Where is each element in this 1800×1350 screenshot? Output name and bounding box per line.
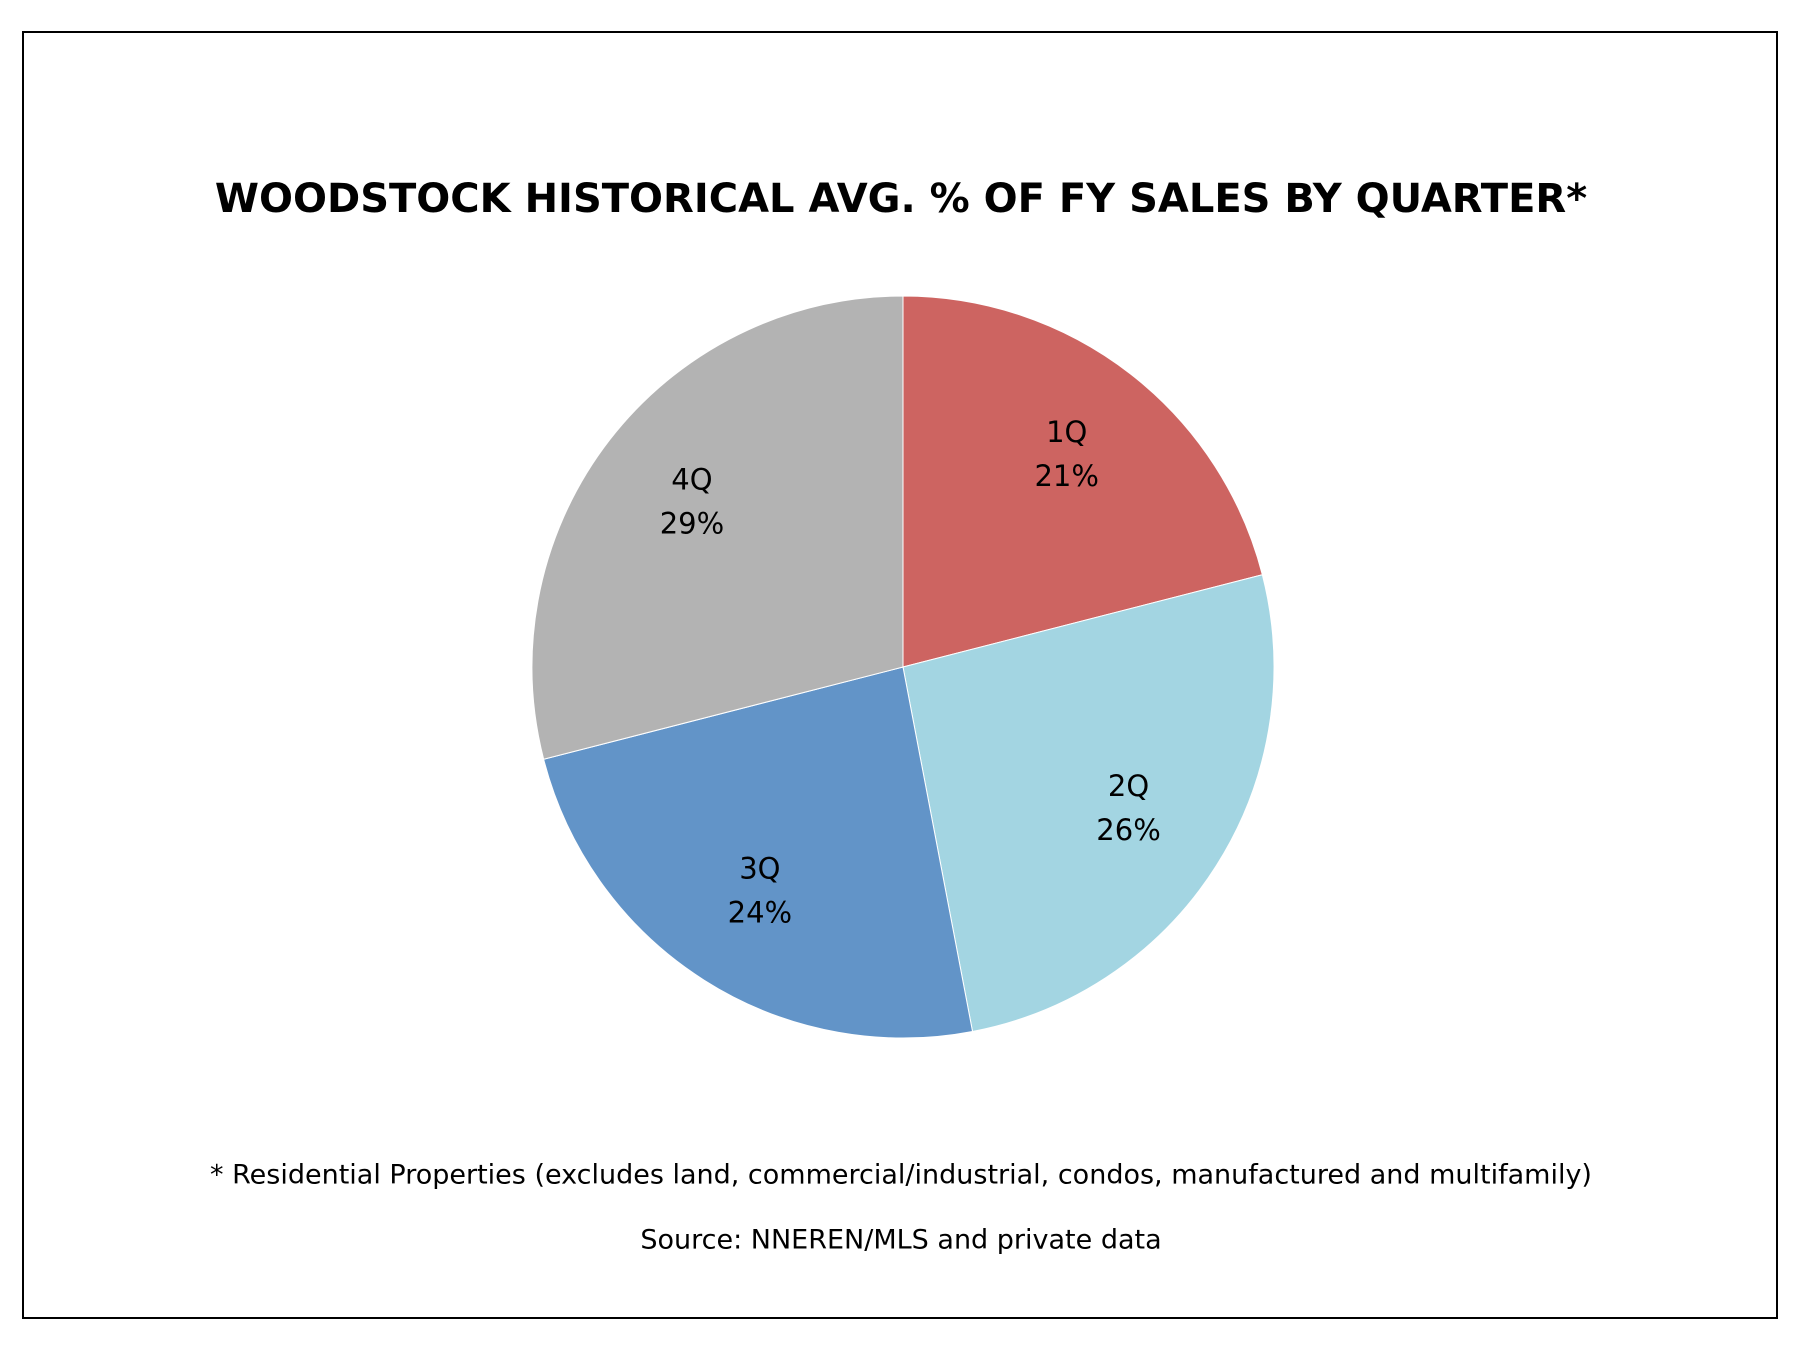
slice-value-label: 24%: [728, 896, 792, 930]
slice-value-label: 29%: [660, 506, 724, 540]
slice-category: 4Q: [671, 462, 712, 496]
pie-slice: [543, 666, 974, 1039]
slice-category: 1Q: [1046, 415, 1087, 449]
pie-slice: [902, 295, 1263, 668]
slice-category: 3Q: [739, 852, 780, 886]
slice-value-label: 21%: [1034, 459, 1098, 493]
source: Source: NNEREN/MLS and private data: [640, 1225, 1161, 1256]
slice-category: 2Q: [1108, 769, 1149, 803]
footnote: * Residential Properties (excludes land,…: [210, 1160, 1592, 1191]
slice-value-label: 26%: [1096, 813, 1160, 847]
pie-slice: [902, 574, 1275, 1033]
pie-slice: [531, 295, 904, 760]
chart-title: WOODSTOCK HISTORICAL AVG. % OF FY SALES …: [215, 176, 1587, 222]
